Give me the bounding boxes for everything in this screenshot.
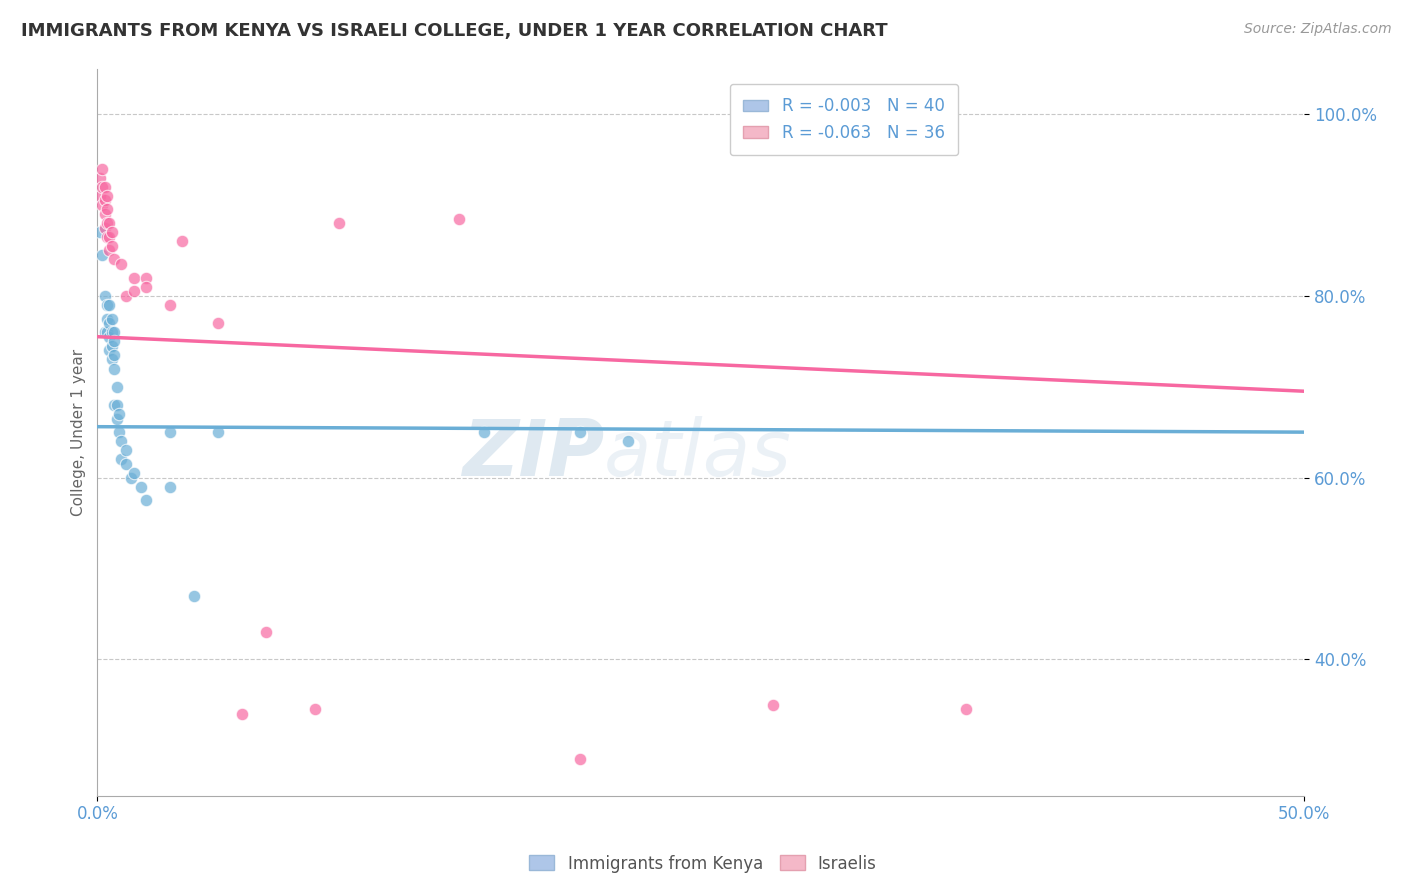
Point	[98, 244, 121, 258]
Point	[762, 698, 785, 712]
Point	[89, 225, 111, 239]
Point	[231, 706, 253, 721]
Point	[103, 325, 125, 339]
Point	[120, 470, 142, 484]
Point	[101, 352, 124, 367]
Point	[103, 252, 125, 267]
Point	[96, 188, 118, 202]
Point	[135, 493, 157, 508]
Point	[115, 457, 138, 471]
Point	[569, 425, 592, 439]
Point	[98, 298, 121, 312]
Point	[89, 170, 111, 185]
Text: Source: ZipAtlas.com: Source: ZipAtlas.com	[1244, 22, 1392, 37]
Point	[98, 216, 121, 230]
Point	[96, 216, 118, 230]
Point	[98, 229, 121, 244]
Point	[101, 339, 124, 353]
Point	[122, 466, 145, 480]
Point	[105, 411, 128, 425]
Point	[103, 334, 125, 349]
Point	[93, 220, 115, 235]
Point	[304, 702, 326, 716]
Point	[207, 316, 229, 330]
Point	[101, 325, 124, 339]
Point	[93, 207, 115, 221]
Point	[183, 589, 205, 603]
Point	[569, 752, 592, 766]
Point	[159, 480, 181, 494]
Point	[93, 179, 115, 194]
Point	[110, 452, 132, 467]
Point	[108, 407, 131, 421]
Point	[98, 329, 121, 343]
Point	[110, 257, 132, 271]
Point	[135, 279, 157, 293]
Point	[96, 298, 118, 312]
Point	[122, 270, 145, 285]
Point	[103, 361, 125, 376]
Text: atlas: atlas	[605, 416, 792, 492]
Legend: Immigrants from Kenya, Israelis: Immigrants from Kenya, Israelis	[523, 848, 883, 880]
Point	[91, 248, 114, 262]
Point	[955, 702, 977, 716]
Point	[96, 325, 118, 339]
Point	[115, 289, 138, 303]
Point	[96, 202, 118, 217]
Point	[105, 398, 128, 412]
Point	[108, 425, 131, 439]
Point	[122, 284, 145, 298]
Point	[91, 161, 114, 176]
Point	[103, 398, 125, 412]
Point	[115, 443, 138, 458]
Point	[105, 380, 128, 394]
Point	[103, 348, 125, 362]
Point	[98, 343, 121, 358]
Point	[93, 194, 115, 208]
Point	[89, 188, 111, 202]
Point	[93, 325, 115, 339]
Point	[328, 216, 350, 230]
Point	[135, 270, 157, 285]
Point	[207, 425, 229, 439]
Point	[98, 316, 121, 330]
Text: IMMIGRANTS FROM KENYA VS ISRAELI COLLEGE, UNDER 1 YEAR CORRELATION CHART: IMMIGRANTS FROM KENYA VS ISRAELI COLLEGE…	[21, 22, 887, 40]
Point	[101, 239, 124, 253]
Point	[93, 289, 115, 303]
Point	[170, 234, 193, 248]
Point	[91, 179, 114, 194]
Point	[110, 434, 132, 449]
Point	[96, 311, 118, 326]
Point	[129, 480, 152, 494]
Point	[101, 311, 124, 326]
Text: ZIP: ZIP	[463, 416, 605, 492]
Point	[449, 211, 471, 226]
Point	[472, 425, 495, 439]
Point	[91, 198, 114, 212]
Point	[96, 229, 118, 244]
Point	[159, 298, 181, 312]
Point	[254, 625, 277, 640]
Point	[617, 434, 640, 449]
Y-axis label: College, Under 1 year: College, Under 1 year	[72, 349, 86, 516]
Legend: R = -0.003   N = 40, R = -0.063   N = 36: R = -0.003 N = 40, R = -0.063 N = 36	[730, 84, 957, 155]
Point	[159, 425, 181, 439]
Point	[101, 225, 124, 239]
